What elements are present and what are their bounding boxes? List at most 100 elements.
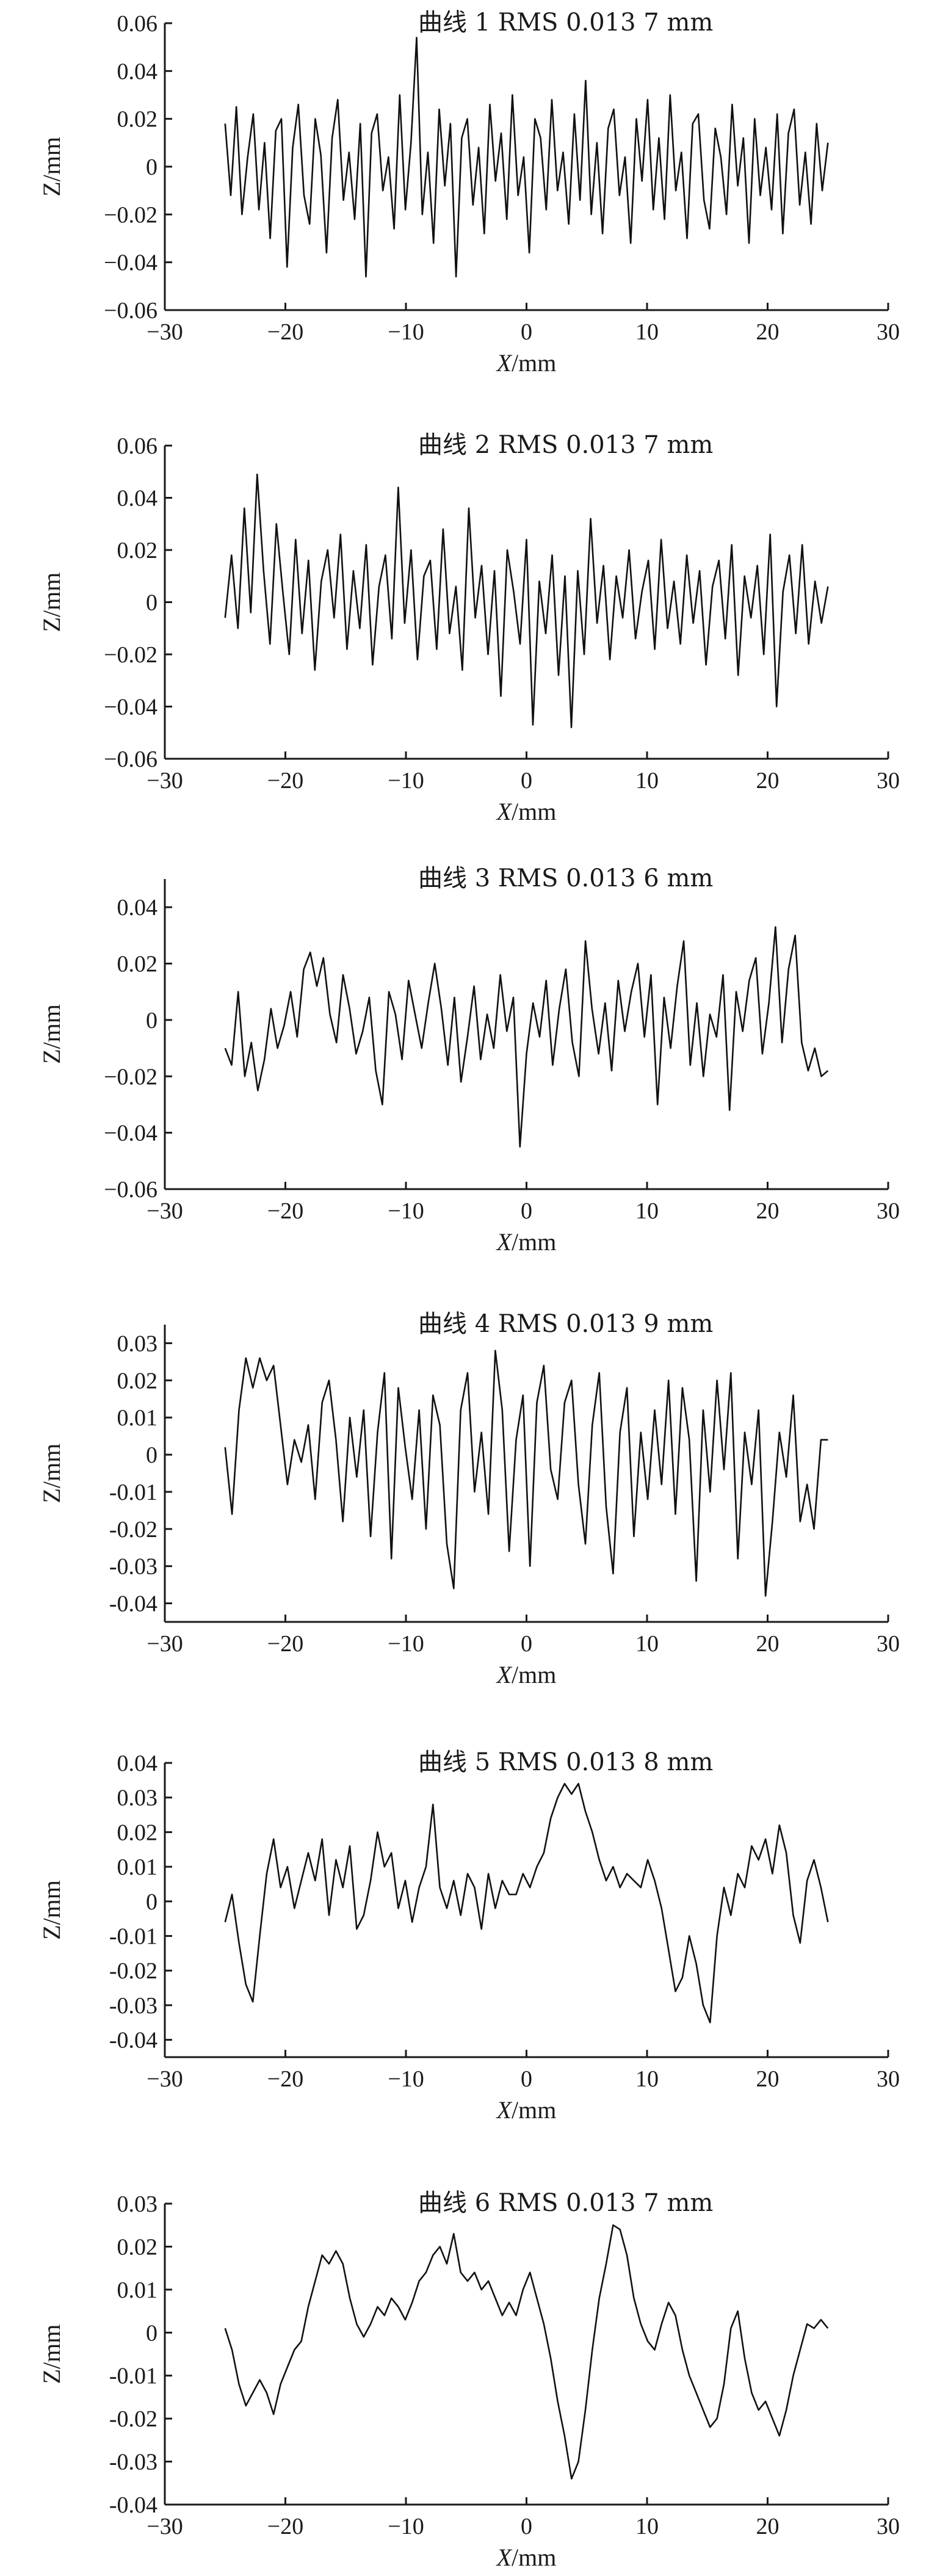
- y-tick-label: 0.01: [117, 2278, 158, 2303]
- y-tick-label: −0.02: [104, 202, 157, 228]
- x-tick-label: 0: [521, 1198, 532, 1224]
- x-tick-label: −20: [267, 319, 303, 345]
- x-tick-label: −10: [388, 768, 424, 794]
- y-tick-label: -0.02: [109, 1958, 157, 1984]
- x-axis-label-unit: /mm: [512, 798, 556, 825]
- y-axis-label: Z/mm: [38, 137, 65, 197]
- x-axis-label-variable: X: [496, 2544, 513, 2571]
- x-tick-label: 20: [756, 2514, 780, 2539]
- chart-title: 曲线 1 RMS 0.013 7 mm: [418, 9, 713, 37]
- x-axis-label: X/mm: [496, 349, 557, 377]
- x-tick-label: 0: [521, 2066, 532, 2092]
- x-tick-label: 30: [877, 1198, 900, 1224]
- y-tick-label: 0.04: [117, 59, 158, 84]
- chart-title: 曲线 6 RMS 0.013 7 mm: [418, 2189, 713, 2217]
- x-tick-label: 0: [521, 2514, 532, 2539]
- y-tick-label: 0.06: [117, 11, 158, 37]
- chart-title: 曲线 2 RMS 0.013 7 mm: [418, 431, 713, 459]
- x-axis-label-unit: /mm: [512, 1661, 556, 1688]
- y-tick-label: -0.03: [109, 1993, 157, 2019]
- chart-3: −0.06 −0.04 −0.02 0 0.02 0.04 −30 −20 −10 0 10 20 30…: [38, 864, 900, 1256]
- y-tick-label: 0.02: [117, 952, 158, 977]
- x-tick-label: 10: [635, 2066, 659, 2092]
- x-axis-label: X/mm: [496, 1661, 557, 1688]
- x-tick-label: 10: [635, 2514, 659, 2539]
- y-tick-label: -0.04: [109, 1591, 157, 1617]
- y-tick-label: 0.01: [117, 1854, 158, 1880]
- x-tick-label: 10: [635, 768, 659, 794]
- y-tick-label: −0.02: [104, 1064, 157, 1090]
- profile-line: [224, 37, 829, 278]
- chart-5: -0.04 -0.03 -0.02 -0.01 0 0.01 0.02 0.03 0.04 −30…: [38, 1748, 900, 2124]
- x-axis-label-variable: X: [496, 349, 513, 377]
- y-tick-label: -0.01: [109, 1480, 157, 1505]
- y-tick-label: -0.02: [109, 2406, 157, 2432]
- chart-4: -0.04 -0.03 -0.02 -0.01 0 0.01 0.02 0.03 −30 −20 −…: [38, 1310, 900, 1688]
- y-tick-label: 0.02: [117, 107, 158, 132]
- y-tick-label: −0.02: [104, 642, 157, 668]
- y-axis-label: Z/mm: [38, 2325, 65, 2384]
- profile-line: [224, 2224, 829, 2480]
- x-axis-label-unit: /mm: [512, 1228, 556, 1256]
- y-tick-label: 0.03: [117, 2191, 158, 2217]
- chart-title: 曲线 4 RMS 0.013 9 mm: [418, 1310, 713, 1338]
- y-tick-label: 0: [146, 2320, 157, 2346]
- x-tick-label: −20: [267, 1198, 303, 1224]
- x-tick-label: 0: [521, 1631, 532, 1657]
- x-axis-label-unit: /mm: [512, 2096, 556, 2124]
- x-tick-label: 20: [756, 2066, 780, 2092]
- y-tick-label: -0.03: [109, 2450, 157, 2475]
- x-tick-label: 0: [521, 319, 532, 345]
- x-tick-label: −30: [147, 1631, 183, 1657]
- chart-title: 曲线 5 RMS 0.013 8 mm: [418, 1748, 713, 1776]
- y-axis-label: Z/mm: [38, 573, 65, 632]
- x-tick-label: −10: [388, 2514, 424, 2539]
- chart-2: −0.06 −0.04 −0.02 0 0.02 0.04 0.06 −30 −20 −10 0 10…: [38, 431, 900, 825]
- x-tick-label: 10: [635, 319, 659, 345]
- x-tick-label: 0: [521, 768, 532, 794]
- x-tick-label: −20: [267, 2514, 303, 2539]
- y-tick-label: 0: [146, 1889, 157, 1915]
- x-tick-label: −20: [267, 2066, 303, 2092]
- x-tick-label: −30: [147, 2514, 183, 2539]
- y-tick-label: -0.04: [109, 2492, 157, 2518]
- y-tick-label: 0.03: [117, 1785, 158, 1811]
- x-tick-label: −30: [147, 319, 183, 345]
- y-tick-label: 0.03: [117, 1331, 158, 1356]
- y-tick-label: 0.06: [117, 433, 158, 459]
- y-tick-label: 0: [146, 1008, 157, 1033]
- profile-line: [224, 1350, 828, 1597]
- x-tick-label: 20: [756, 768, 780, 794]
- x-tick-label: 20: [756, 1631, 780, 1657]
- y-tick-label: −0.04: [104, 695, 157, 720]
- x-tick-label: −10: [388, 2066, 424, 2092]
- profile-line: [224, 473, 829, 728]
- x-tick-label: −20: [267, 1631, 303, 1657]
- y-tick-label: −0.04: [104, 250, 157, 276]
- chart-1: −0.06 −0.04 −0.02 0 0.02 0.04 0.06 −30 −20 −10 0 10…: [38, 9, 900, 377]
- x-axis-label-variable: X: [496, 1228, 513, 1256]
- x-axis-label-variable: X: [496, 2096, 513, 2124]
- y-axis-label: Z/mm: [38, 1004, 65, 1064]
- chart-title: 曲线 3 RMS 0.013 6 mm: [418, 864, 713, 892]
- y-axis-label: Z/mm: [38, 1880, 65, 1940]
- x-tick-label: −10: [388, 319, 424, 345]
- y-tick-label: -0.02: [109, 1517, 157, 1543]
- x-tick-label: 20: [756, 1198, 780, 1224]
- y-tick-label: 0.02: [117, 538, 158, 563]
- x-tick-label: −10: [388, 1631, 424, 1657]
- y-tick-label: -0.01: [109, 2364, 157, 2389]
- x-axis-label: X/mm: [496, 798, 557, 825]
- chart-6: -0.04 -0.03 -0.02 -0.01 0 0.01 0.02 0.03 −30 −20 −…: [38, 2189, 900, 2571]
- y-tick-label: 0: [146, 1442, 157, 1468]
- x-tick-label: 20: [756, 319, 780, 345]
- x-axis-label: X/mm: [496, 2096, 557, 2124]
- y-tick-label: 0: [146, 590, 157, 616]
- x-tick-label: 30: [877, 1631, 900, 1657]
- profile-line: [224, 926, 829, 1148]
- y-tick-label: 0.02: [117, 2234, 158, 2260]
- profile-line: [224, 1782, 829, 2024]
- x-tick-label: 30: [877, 768, 900, 794]
